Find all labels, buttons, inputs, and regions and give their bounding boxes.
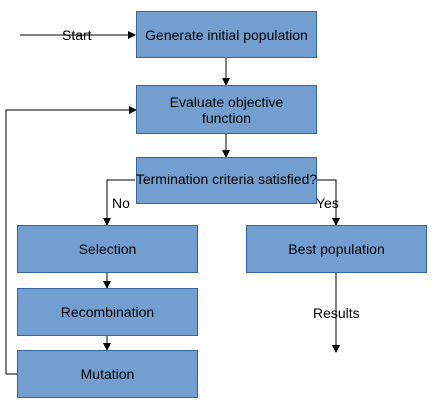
no-label: No bbox=[112, 195, 130, 211]
no-branch-arrow bbox=[103, 179, 135, 226]
mutation-label: Mutation bbox=[80, 366, 135, 382]
termination-criteria-label: Termination criteria satisfied? bbox=[135, 170, 318, 187]
generate-population-box: Generate initial population bbox=[136, 11, 317, 58]
recombination-box: Recombination bbox=[17, 288, 198, 336]
selection-label: Selection bbox=[78, 241, 137, 257]
evaluate-objective-box: Evaluate objective function bbox=[136, 85, 317, 134]
yes-label: Yes bbox=[316, 195, 339, 211]
generate-population-label: Generate initial population bbox=[145, 26, 308, 43]
selection-box: Selection bbox=[17, 225, 198, 273]
best-population-label: Best population bbox=[288, 241, 385, 257]
yes-branch-arrow bbox=[317, 179, 340, 226]
start-label: Start bbox=[62, 27, 92, 43]
termination-criteria-box: Termination criteria satisfied? bbox=[136, 157, 317, 204]
best-population-box: Best population bbox=[246, 225, 427, 273]
recombination-label: Recombination bbox=[60, 304, 155, 320]
results-label: Results bbox=[313, 305, 360, 321]
mutation-box: Mutation bbox=[17, 350, 198, 398]
evaluate-objective-label: Evaluate objective function bbox=[169, 93, 284, 126]
mutation-loop-arrow bbox=[5, 106, 137, 375]
